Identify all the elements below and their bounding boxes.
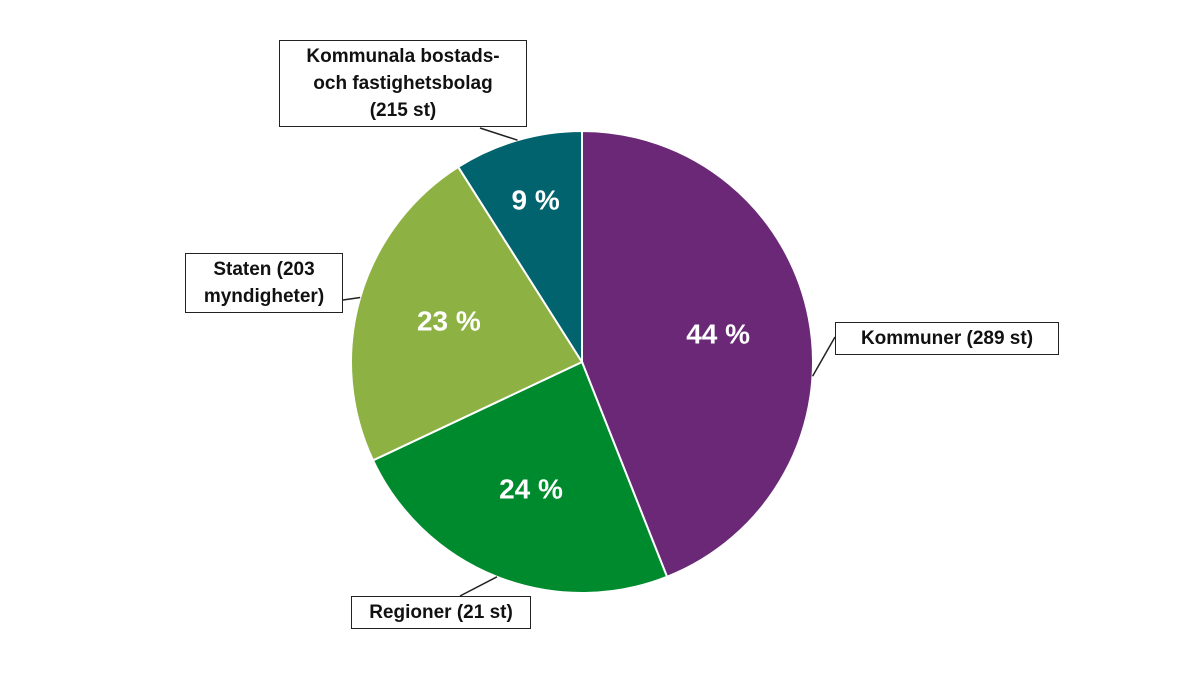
pie-slice — [581, 129, 814, 579]
pie-slice — [371, 360, 669, 594]
pie-slice — [350, 165, 584, 462]
category-label: Kommunala bostads- och fastighetsbolag (… — [279, 40, 527, 127]
callout-line — [342, 296, 361, 301]
category-label: Staten (203 myndigheter) — [185, 253, 343, 313]
callout-line — [459, 576, 498, 597]
category-label: Kommuner (289 st) — [835, 322, 1059, 355]
value-label: 9 % — [511, 185, 559, 216]
callout-line — [811, 336, 836, 377]
pie-slice — [456, 129, 583, 366]
value-label: 24 % — [499, 473, 563, 504]
callout-line — [479, 127, 518, 141]
value-label: 44 % — [686, 318, 750, 349]
category-label: Regioner (21 st) — [351, 596, 531, 629]
value-label: 23 % — [417, 306, 481, 337]
